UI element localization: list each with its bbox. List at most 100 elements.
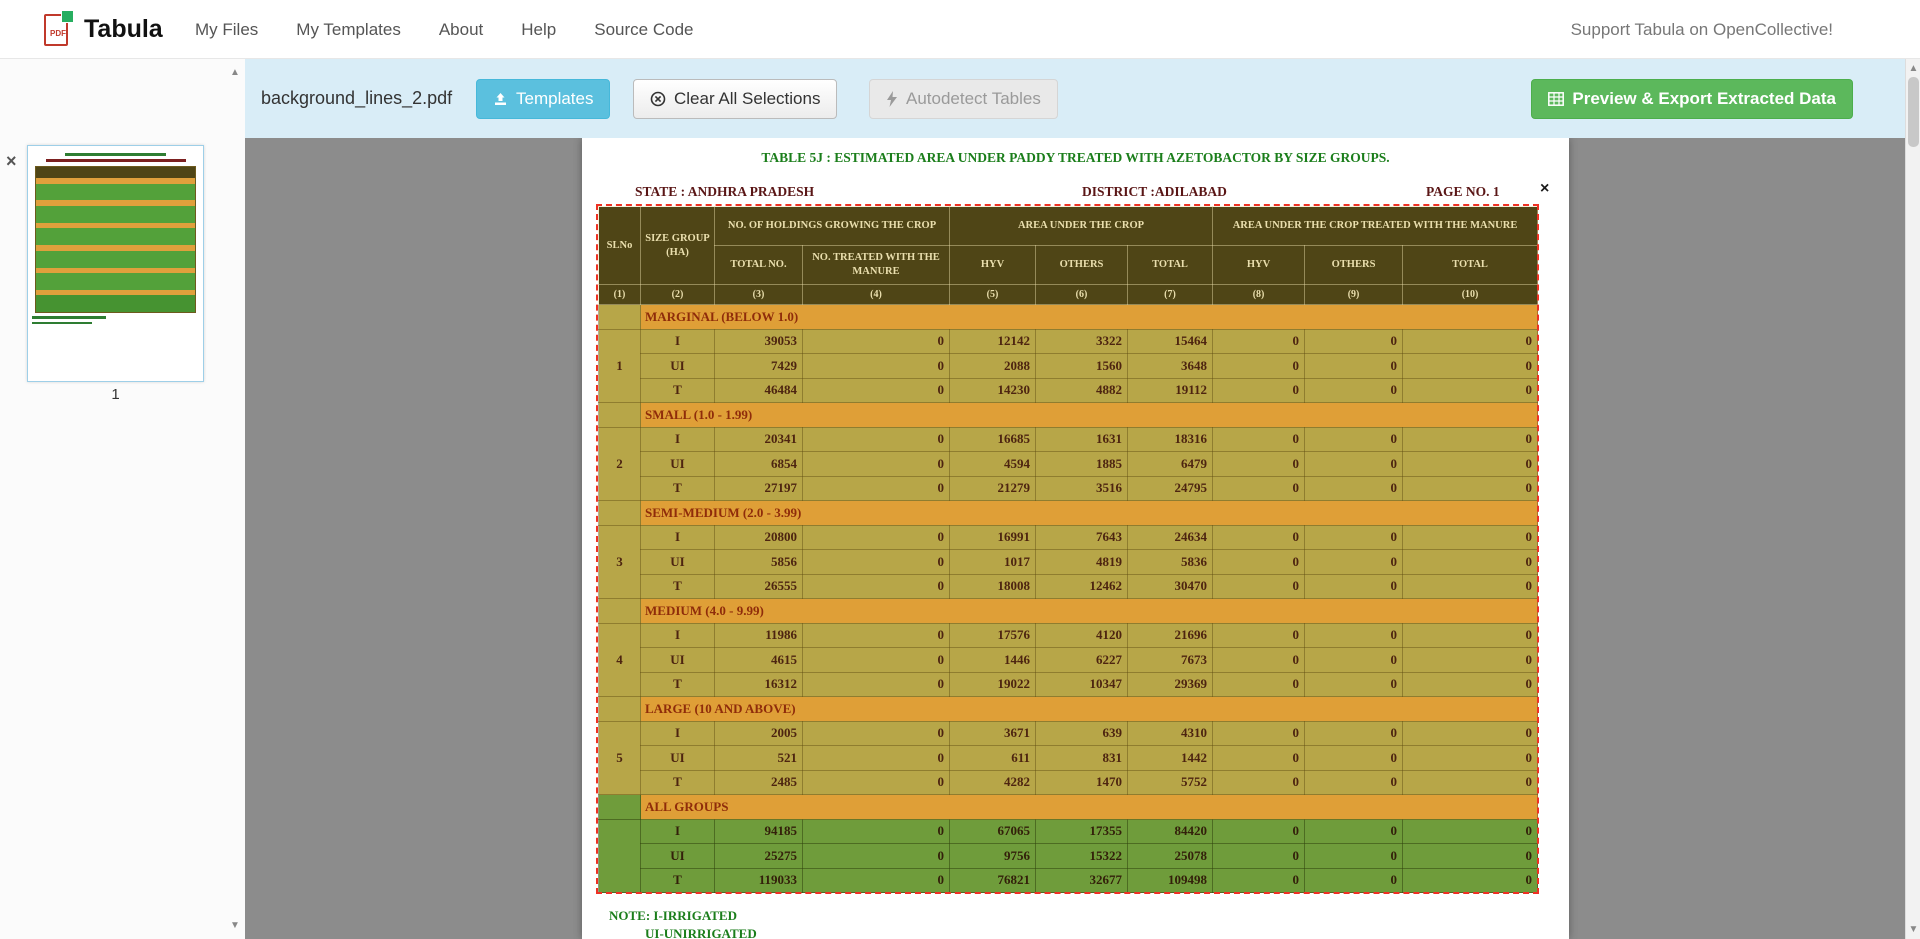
table-row: 5 I 2005 0 3671 639 4310 0 0 0 xyxy=(598,720,1539,795)
cell-value: 4594 xyxy=(949,451,1036,477)
cell-value: 0 xyxy=(1402,353,1539,379)
cell-value: 29369 xyxy=(1126,671,1214,697)
window-scrollbar[interactable]: ▲ ▼ xyxy=(1905,59,1920,939)
page-thumbnails-sidebar: × 1 ▲ ▼ xyxy=(0,59,245,939)
cell-value: 18008 xyxy=(949,573,1036,599)
table-row: UI 5856 0 1017 4819 5836 0 0 0 xyxy=(599,549,1539,575)
col-index: (4) xyxy=(802,284,950,305)
scrollbar-thumb[interactable] xyxy=(1908,77,1919,147)
thumb-table-header xyxy=(36,167,195,178)
col-subheader: NO. TREATED WITH THE MANURE xyxy=(802,245,950,285)
thumb-data-row xyxy=(36,261,195,268)
cell-value: 0 xyxy=(1304,745,1404,771)
cell-value: 0 xyxy=(1402,647,1539,673)
cell-value: 0 xyxy=(1304,524,1404,550)
pdf-page-number: PAGE NO. 1 xyxy=(1426,184,1500,199)
cell-value: 25078 xyxy=(1126,843,1214,869)
group-slno: 2 xyxy=(598,426,641,501)
cell-value: 0 xyxy=(1304,573,1404,599)
group-slno-spacer xyxy=(598,402,641,428)
thumb-data-row xyxy=(36,278,195,285)
pdf-page[interactable]: TABLE 5J : ESTIMATED AREA UNDER PADDY TR… xyxy=(582,138,1569,939)
autodetect-tables-button[interactable]: Autodetect Tables xyxy=(869,79,1058,119)
cell-value: 0 xyxy=(1304,353,1404,379)
cell-value: 15322 xyxy=(1035,843,1128,869)
thumb-data-row xyxy=(36,194,195,201)
support-link[interactable]: Support Tabula on OpenCollective! xyxy=(1570,19,1833,39)
table-row: UI 4615 0 1446 6227 7673 0 0 0 xyxy=(599,647,1539,673)
cell-value: 0 xyxy=(1304,451,1404,477)
col-index: (10) xyxy=(1402,284,1539,305)
cell-value: 0 xyxy=(802,647,950,673)
cell-value: 639 xyxy=(1035,720,1128,746)
cell-value: 0 xyxy=(1402,451,1539,477)
row-type: UI xyxy=(640,549,715,575)
nav-link-my-templates[interactable]: My Templates xyxy=(296,19,401,39)
cell-value: 0 xyxy=(802,451,950,477)
remove-page-icon[interactable]: × xyxy=(6,151,17,171)
thumb-data-row xyxy=(36,233,195,240)
cell-value: 17576 xyxy=(949,622,1036,648)
nav-link-about[interactable]: About xyxy=(438,19,484,39)
cell-value: 0 xyxy=(802,549,950,575)
clear-all-selections-button[interactable]: Clear All Selections xyxy=(633,79,838,119)
preview-export-button[interactable]: Preview & Export Extracted Data xyxy=(1531,79,1853,119)
selection-close-icon[interactable]: × xyxy=(1540,180,1550,197)
table-row: UI 521 0 611 831 1442 0 0 0 xyxy=(599,745,1539,771)
brand-wrap[interactable]: PDF Tabula xyxy=(44,10,163,48)
templates-button-label: Templates xyxy=(516,89,594,108)
cell-value: 0 xyxy=(1304,720,1404,746)
row-type: T xyxy=(640,671,715,697)
cell-value: 0 xyxy=(802,622,950,648)
cell-value: 0 xyxy=(802,573,950,599)
sidebar-scrollbar[interactable]: ▲ ▼ xyxy=(227,59,243,939)
clear-circle-x-icon xyxy=(650,91,666,107)
cell-value: 5752 xyxy=(1126,769,1214,795)
thumb-group-row xyxy=(36,200,195,206)
table-row: I 94185 0 67065 17355 84420 0 0 0 xyxy=(598,818,1539,893)
thumb-data-row xyxy=(36,189,195,195)
templates-button[interactable]: Templates xyxy=(476,79,611,119)
scroll-down-icon[interactable]: ▼ xyxy=(230,920,240,931)
thumb-group-row xyxy=(36,267,195,274)
row-type: UI xyxy=(640,451,715,477)
nav-link-my-files[interactable]: My Files xyxy=(195,19,259,39)
page-thumbnail[interactable] xyxy=(27,145,204,382)
cell-value: 84420 xyxy=(1126,818,1214,844)
cell-value: 5856 xyxy=(714,549,803,575)
nav-link-source-code[interactable]: Source Code xyxy=(594,19,694,39)
scroll-down-icon[interactable]: ▼ xyxy=(1908,924,1919,935)
table-index-row: (1) (2) (3) (4) (5) (6) (7) (8) (9) (10) xyxy=(598,284,1539,305)
cell-value: 0 xyxy=(1402,377,1539,403)
table-subheader-row: TOTAL NO. NO. TREATED WITH THE MANURE HYV O… xyxy=(599,245,1539,285)
cell-value: 0 xyxy=(1212,671,1306,697)
thumb-data-row xyxy=(36,295,195,302)
thumb-group-row xyxy=(36,289,195,296)
cell-value: 0 xyxy=(802,328,950,354)
scroll-up-icon[interactable]: ▲ xyxy=(230,67,240,78)
cell-value: 521 xyxy=(714,745,803,771)
cell-value: 0 xyxy=(1304,843,1404,869)
group-slno: 5 xyxy=(598,720,641,795)
cell-value: 18316 xyxy=(1126,426,1214,452)
row-type: T xyxy=(640,769,715,795)
thumb-note-line xyxy=(32,316,106,319)
cell-value: 19112 xyxy=(1126,377,1214,403)
cell-value: 0 xyxy=(1212,622,1306,648)
cell-value: 0 xyxy=(1304,818,1404,844)
cell-value: 19022 xyxy=(949,671,1036,697)
cell-value: 0 xyxy=(1212,353,1306,379)
cell-value: 1017 xyxy=(949,549,1036,575)
cell-value: 0 xyxy=(1212,769,1306,795)
cell-value: 0 xyxy=(1402,573,1539,599)
nav-link-help[interactable]: Help xyxy=(521,19,557,39)
clear-button-label: Clear All Selections xyxy=(674,89,821,108)
group-slno xyxy=(598,818,641,893)
col-index: (1) xyxy=(598,284,641,305)
scroll-up-icon[interactable]: ▲ xyxy=(1908,63,1919,74)
table-row: T 26555 0 18008 12462 30470 0 0 0 xyxy=(599,573,1539,599)
cell-value: 0 xyxy=(1212,524,1306,550)
col-header-size-group: SIZE GROUP (HA) xyxy=(640,206,715,285)
row-type: I xyxy=(640,328,715,354)
cell-value: 0 xyxy=(1212,843,1306,869)
